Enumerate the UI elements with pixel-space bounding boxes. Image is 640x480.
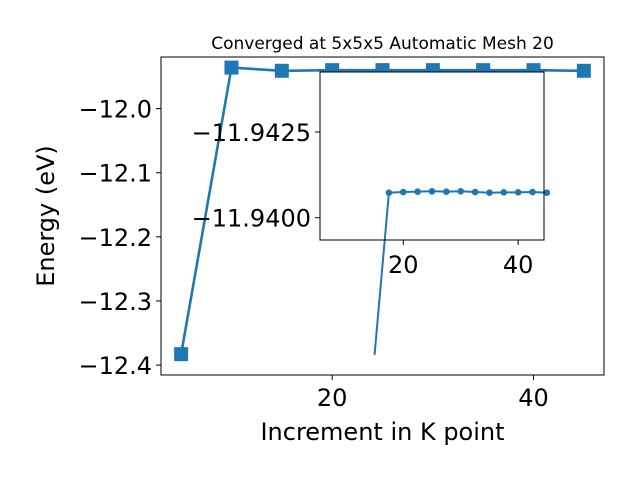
main-data-point	[224, 60, 239, 75]
inset-background	[320, 72, 544, 240]
y-axis-label: Energy (eV)	[32, 145, 60, 287]
main-data-point	[576, 63, 591, 78]
inset-data-point	[500, 189, 508, 196]
inset-series	[373, 188, 551, 355]
main-data-point	[274, 63, 289, 78]
main-y-tick-label: −12.2	[78, 224, 152, 252]
inset-data-point	[399, 188, 407, 196]
inset-data-point	[428, 188, 436, 195]
main-axes: 20 40 −12.0−12.1−12.2−12.3−12.4 Converged…	[32, 34, 605, 446]
x-axis-label: Increment in K point	[260, 418, 504, 446]
main-y-ticks: −12.0 −12.1 −12.2 −12.3 −12.4	[78, 96, 161, 380]
main-data-point	[174, 347, 189, 362]
inset-data-point	[457, 188, 465, 195]
inset-data-point	[414, 188, 421, 195]
inset-y-ticks: −11.9425 −11.9400	[192, 119, 320, 233]
chart-title: Converged at 5x5x5 Automatic Mesh 20	[211, 34, 554, 54]
inset-data-point	[443, 188, 450, 195]
inset-data-point	[385, 189, 393, 196]
inset-plot-frame	[319, 71, 545, 241]
main-plot-frame	[160, 56, 605, 376]
inset-data-point	[471, 188, 479, 196]
inset-data-point	[486, 189, 493, 196]
inset-y-tick-label: −11.9425	[192, 119, 311, 147]
inset-axes: 20 40 −11.9425−11.9400	[192, 71, 551, 355]
main-y-tick-label: −12.1	[78, 160, 152, 188]
main-x-ticks: 20 40	[317, 375, 549, 412]
main-x-tick-label: 20	[317, 384, 348, 412]
main-y-tick-label: −12.4	[78, 352, 152, 380]
main-x-tick-label: 40	[518, 384, 549, 412]
inset-x-ticks: 20 40	[388, 240, 533, 279]
main-y-tick-label: −12.0	[78, 96, 152, 124]
inset-data-point	[529, 188, 536, 196]
inset-y-tick-label: −11.9400	[192, 205, 311, 233]
inset-data-point	[543, 189, 551, 196]
inset-x-tick-label: 40	[503, 251, 534, 279]
inset-data-point	[514, 189, 522, 196]
inset-x-tick-label: 20	[388, 251, 419, 279]
main-y-tick-label: −12.3	[78, 288, 152, 316]
